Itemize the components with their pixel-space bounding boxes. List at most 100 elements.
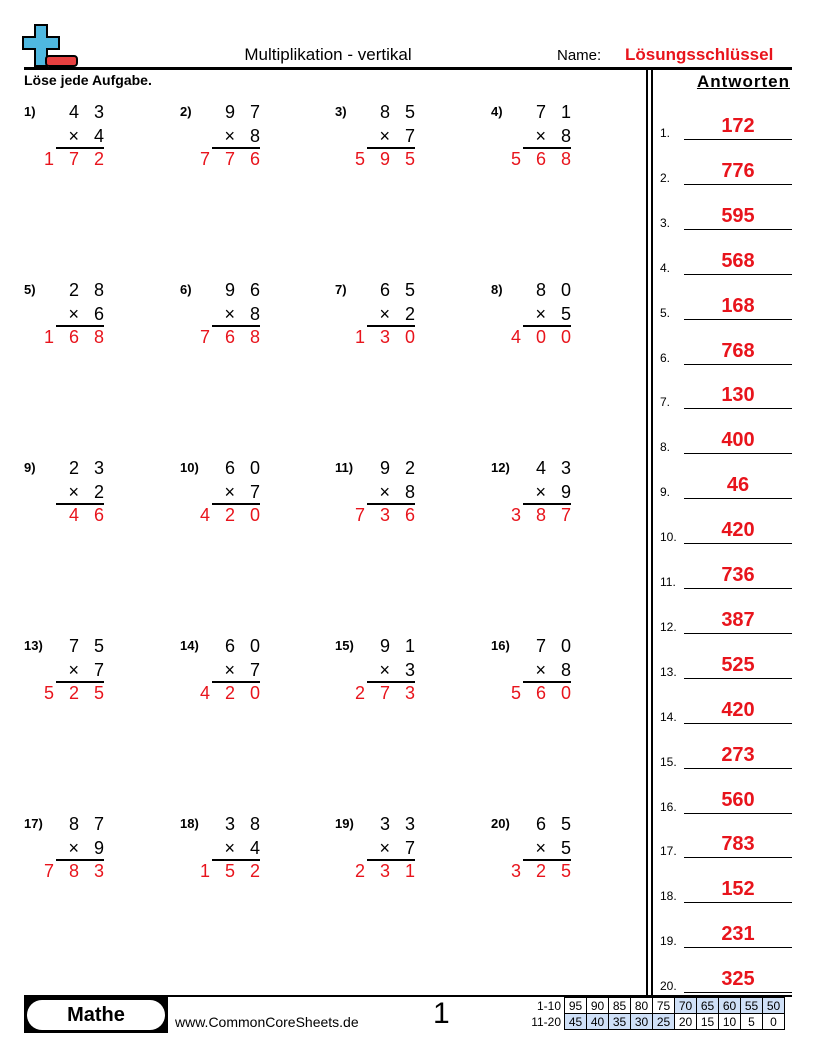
answer-entry: 5. 168 <box>660 290 792 320</box>
multiplier: × 9 <box>68 838 109 858</box>
answer-value: 736 <box>721 564 755 586</box>
multiplier: × 8 <box>535 660 576 680</box>
product-line <box>212 859 260 861</box>
answer-line <box>684 363 792 365</box>
website-link[interactable]: www.CommonCoreSheets.de <box>175 1014 359 1030</box>
problem-number: 5) <box>24 282 36 297</box>
score-cell: 70 <box>674 997 697 1014</box>
score-cell: 10 <box>718 1013 741 1030</box>
answer-line <box>684 588 792 589</box>
product-line <box>367 681 415 683</box>
problem-number: 6) <box>180 282 192 297</box>
answer-value: 568 <box>721 249 755 272</box>
score-cell: 65 <box>696 997 719 1014</box>
problem: 6) 9 6 × 8 7 6 8 <box>180 280 330 369</box>
score-cell: 75 <box>652 997 675 1014</box>
score-cell: 25 <box>652 1013 675 1030</box>
multiplicand: 2 8 <box>68 280 109 300</box>
answer-number: 20. <box>660 979 677 994</box>
product-answer: 7 6 8 <box>199 327 265 347</box>
multiplicand: 8 7 <box>68 814 109 834</box>
problem: 1) 4 3 × 4 1 7 2 <box>24 102 174 191</box>
problem-number: 20) <box>491 816 510 831</box>
answer-value: 776 <box>721 159 755 182</box>
problem: 4) 7 1 × 8 5 6 8 <box>491 102 641 191</box>
name-label: Name: <box>557 47 602 64</box>
product-line <box>523 859 571 861</box>
answer-number: 19. <box>660 934 677 949</box>
multiplicand: 6 0 <box>224 636 265 656</box>
column-divider <box>651 69 653 996</box>
answer-number: 10. <box>660 530 677 545</box>
answer-value: 152 <box>721 878 755 901</box>
score-cell: 90 <box>586 997 609 1014</box>
multiplicand: 9 2 <box>379 458 420 478</box>
answer-entry: 11. 736 <box>660 559 792 589</box>
answer-number: 14. <box>660 709 677 724</box>
multiplier: × 7 <box>68 660 109 680</box>
product-line <box>56 325 104 327</box>
product-line <box>367 147 415 149</box>
problem-number: 11) <box>335 460 354 475</box>
multiplier: × 7 <box>224 660 265 680</box>
answers-heading: Antworten <box>696 72 790 91</box>
product-answer: 4 6 <box>68 505 109 525</box>
product-answer: 5 6 0 <box>510 683 576 703</box>
multiplicand: 6 5 <box>379 280 420 300</box>
problem-number: 7) <box>335 282 347 297</box>
answer-line <box>684 677 792 679</box>
problem-number: 4) <box>491 104 503 119</box>
problem: 3) 8 5 × 7 5 9 5 <box>335 102 485 191</box>
product-line <box>56 859 104 861</box>
problem: 5) 2 8 × 6 1 6 8 <box>24 280 174 369</box>
multiplicand: 2 3 <box>68 458 109 478</box>
answer-entry: 1. 172 <box>660 110 792 140</box>
product-line <box>56 503 104 505</box>
product-line <box>56 147 104 149</box>
answer-value: 560 <box>721 788 755 811</box>
multiplier: × 8 <box>224 304 265 324</box>
multiplicand: 6 0 <box>224 458 265 478</box>
answer-line <box>684 812 792 814</box>
multiplier: × 4 <box>224 838 265 858</box>
footer-divider <box>24 995 792 997</box>
answer-value: 400 <box>721 429 755 452</box>
multiplicand: 8 5 <box>379 102 420 122</box>
answer-line <box>684 632 792 634</box>
product-line <box>367 859 415 861</box>
product-answer: 7 7 6 <box>199 149 265 169</box>
score-cell: 50 <box>762 997 785 1014</box>
answer-line <box>684 902 792 904</box>
answer-line <box>684 992 792 994</box>
problem: 15) 9 1 × 3 2 7 3 <box>335 636 485 725</box>
multiplicand: 7 1 <box>535 102 576 122</box>
score-row: 11-20 45 40 35 30 25 20 15 10 5 0 <box>527 1013 785 1030</box>
multiplicand: 9 6 <box>224 280 265 300</box>
score-cell: 85 <box>608 997 631 1014</box>
score-cell: 35 <box>608 1013 631 1030</box>
problem: 2) 9 7 × 8 7 7 6 <box>180 102 330 191</box>
score-cell: 60 <box>718 997 741 1014</box>
score-table: 1-10 95 90 85 80 75 70 65 60 55 50 11-20 45 40 35 30 25 2… <box>527 997 785 1030</box>
answer-line <box>684 139 792 140</box>
answer-value: 387 <box>721 608 755 631</box>
problem-number: 14) <box>180 638 199 653</box>
answer-number: 13. <box>660 664 677 679</box>
answer-entry: 9. 46 <box>660 469 792 500</box>
answer-entry: 12. 387 <box>660 604 792 634</box>
answer-value: 325 <box>721 968 755 991</box>
score-cell: 55 <box>740 997 763 1014</box>
logo-plus-minus-icon <box>22 24 78 67</box>
product-answer: 5 2 5 <box>43 683 109 703</box>
product-line <box>523 681 571 683</box>
name-value: Lösungsschlüssel <box>625 45 774 64</box>
answer-number: 4. <box>660 260 671 275</box>
problem: 8) 8 0 × 5 4 0 0 <box>491 280 641 369</box>
score-cell: 20 <box>674 1013 697 1030</box>
product-line <box>367 325 415 327</box>
product-answer: 7 8 3 <box>43 861 109 881</box>
answer-entry: 18. 152 <box>660 873 792 904</box>
answer-value: 525 <box>721 653 755 676</box>
answer-line <box>684 722 792 724</box>
